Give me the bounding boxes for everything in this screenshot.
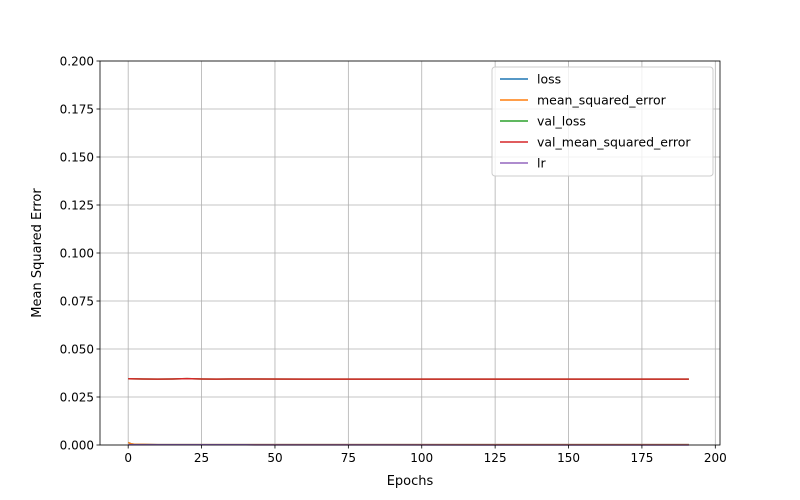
- y-tick-label: 0.175: [60, 103, 94, 117]
- x-tick-label: 50: [267, 451, 282, 465]
- x-axis: 0 25 50 75 100 125 150 175 200: [124, 445, 727, 465]
- legend-label: val_loss: [537, 114, 586, 129]
- y-tick-label: 0.125: [60, 199, 94, 213]
- y-tick-label: 0.100: [60, 247, 94, 261]
- legend-label: mean_squared_error: [537, 93, 667, 108]
- y-axis-label: Mean Squared Error: [30, 188, 45, 318]
- y-tick-label: 0.025: [60, 391, 94, 405]
- y-tick-label: 0.200: [60, 55, 94, 69]
- y-tick-label: 0.000: [60, 439, 94, 453]
- x-tick-label: 150: [557, 451, 580, 465]
- legend-label: loss: [537, 72, 561, 87]
- legend-box: [491, 66, 714, 177]
- x-tick-label: 125: [484, 451, 507, 465]
- x-axis-label: Epochs: [387, 474, 434, 489]
- series-line-val-mean-squared-error: [128, 377, 689, 380]
- legend-label: lr: [537, 156, 546, 171]
- x-tick-label: 75: [341, 451, 356, 465]
- y-axis: 0.000 0.025 0.050 0.075 0.100 0.125 0.150 0.175…: [60, 55, 100, 453]
- x-tick-label: 0: [124, 451, 132, 465]
- x-tick-label: 200: [704, 451, 727, 465]
- y-tick-label: 0.150: [60, 151, 94, 165]
- x-tick-label: 100: [410, 451, 433, 465]
- y-tick-label: 0.050: [60, 343, 94, 357]
- y-tick-label: 0.075: [60, 295, 94, 309]
- legend-label: val_mean_squared_error: [537, 135, 691, 150]
- x-tick-label: 25: [194, 451, 209, 465]
- x-tick-label: 175: [630, 451, 653, 465]
- legend: loss mean_squared_error val_loss val_mean_s…: [491, 66, 714, 177]
